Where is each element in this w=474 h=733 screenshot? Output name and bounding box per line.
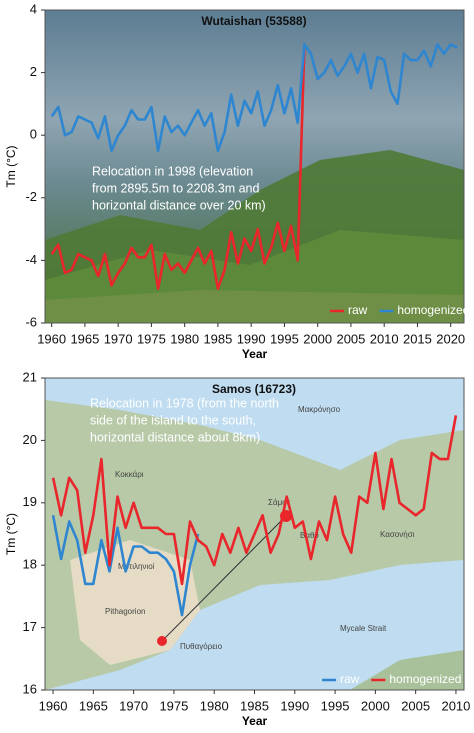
relocation-line <box>161 515 287 642</box>
plot-frame <box>44 9 465 324</box>
x-tick-label: 1960 <box>37 331 66 346</box>
annotation: Relocation in 1978 (from the north <box>90 396 279 410</box>
map-label: Βαθύ <box>300 531 319 540</box>
annotation: horizontal distance over 20 km) <box>92 198 266 212</box>
y-tick-label: -2 <box>25 189 37 204</box>
legend-label: raw <box>348 303 368 317</box>
data-line <box>50 43 458 153</box>
x-tick-label: 2020 <box>436 331 465 346</box>
annotation: Relocation in 1998 (elevation <box>92 164 253 178</box>
x-tick-label: 2005 <box>401 698 430 713</box>
y-tick-label: -6 <box>25 314 37 329</box>
y-tick-label: 18 <box>23 557 37 572</box>
chart-title: Samos (16723) <box>212 382 296 396</box>
x-tick-label: 1965 <box>70 331 99 346</box>
x-tick-label: 2005 <box>336 331 365 346</box>
annotation: from 2895.5m to 2208.3m and <box>92 181 260 195</box>
x-tick-label: 1965 <box>79 698 108 713</box>
y-tick-label: 20 <box>23 432 37 447</box>
old-station <box>157 636 167 646</box>
legend-label: homogenized <box>397 303 469 317</box>
grass <box>45 290 464 323</box>
x-tick-label: 1970 <box>104 331 133 346</box>
map-label: Pithagorion <box>105 607 145 616</box>
x-tick-label: 2010 <box>370 331 399 346</box>
map-label: Σάμος <box>268 498 291 507</box>
x-tick-label: 1970 <box>119 698 148 713</box>
legend-label: raw <box>340 672 360 686</box>
x-tick-label: 1975 <box>159 698 188 713</box>
map-label: Πυθαγόρειο <box>180 642 223 651</box>
x-tick-label: 1960 <box>39 698 68 713</box>
plain <box>70 540 200 665</box>
map-label: Μυτιληνιοί <box>118 562 155 571</box>
x-tick-label: 2010 <box>441 698 470 713</box>
annotation: side of the island to the south, <box>90 413 256 427</box>
x-tick-label: 1985 <box>203 331 232 346</box>
y-tick-label: 2 <box>30 64 37 79</box>
x-tick-label: 1975 <box>137 331 166 346</box>
x-tick-label: 2000 <box>361 698 390 713</box>
x-tick-label: 2000 <box>303 331 332 346</box>
map-label: Κοκκάρι <box>115 470 144 479</box>
y-axis-label: Tm (°C) <box>4 145 18 187</box>
y-tick-label: 17 <box>23 619 37 634</box>
map-label: Μακρόνησο <box>298 405 341 414</box>
x-tick-label: 1995 <box>321 698 350 713</box>
map-label: Mycale Strait <box>340 624 387 633</box>
x-axis-label: Year <box>242 714 268 728</box>
y-tick-label: 4 <box>30 1 37 16</box>
y-tick-label: 0 <box>30 127 37 142</box>
x-axis-label: Year <box>242 347 268 361</box>
data-line <box>51 415 458 586</box>
x-tick-label: 1980 <box>200 698 229 713</box>
y-tick-label: 21 <box>23 369 37 384</box>
legend-label: homogenized <box>389 672 461 686</box>
y-axis-label: Tm (°C) <box>4 513 18 555</box>
y-tick-label: 19 <box>23 494 37 509</box>
annotation: horizontal distance about 8km) <box>90 430 260 444</box>
x-tick-label: 1995 <box>270 331 299 346</box>
y-tick-label: -4 <box>25 252 37 267</box>
x-tick-label: 2015 <box>403 331 432 346</box>
x-tick-label: 1990 <box>280 698 309 713</box>
y-tick-label: 16 <box>23 681 37 696</box>
x-tick-label: 1990 <box>237 331 266 346</box>
x-tick-label: 1980 <box>170 331 199 346</box>
map-label: Κασονήσι <box>380 530 415 539</box>
chart-title: Wutaishan (53588) <box>201 14 306 28</box>
data-line <box>51 515 200 617</box>
data-line <box>50 44 306 290</box>
x-tick-label: 1985 <box>240 698 269 713</box>
